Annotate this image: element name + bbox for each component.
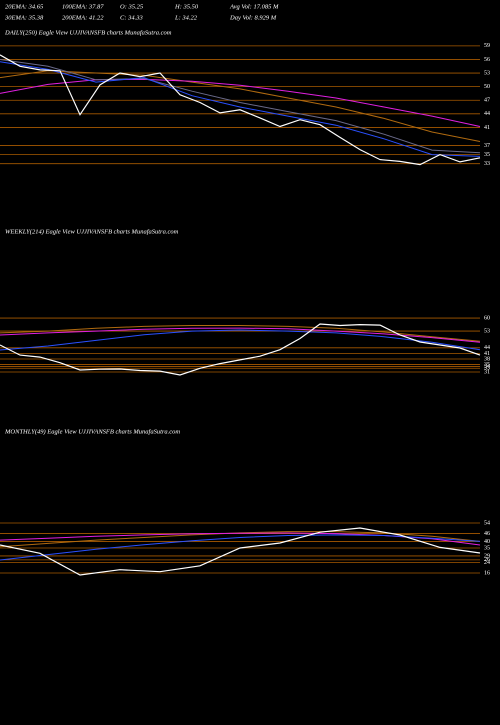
header-stat: H: 35.50 bbox=[174, 3, 199, 10]
panel-title: DAILY(250) Eagle View UJJIVANSFB charts … bbox=[4, 29, 172, 36]
y-tick-label: 26 bbox=[484, 557, 490, 563]
y-tick-label: 33 bbox=[484, 161, 490, 167]
y-tick-label: 29 bbox=[484, 553, 490, 559]
series-line bbox=[0, 78, 481, 127]
header-stat: L: 34.22 bbox=[174, 14, 198, 21]
y-tick-label: 54 bbox=[484, 520, 490, 526]
y-tick-label: 41 bbox=[484, 351, 490, 357]
panel-title: WEEKLY(214) Eagle View UJJIVANSFB charts… bbox=[5, 228, 179, 235]
y-tick-label: 37 bbox=[484, 143, 490, 149]
header-stat: Day Vol: 8.929 M bbox=[229, 14, 277, 21]
y-tick-label: 31 bbox=[484, 369, 490, 375]
series-line bbox=[0, 59, 481, 154]
y-tick-label: 53 bbox=[484, 328, 490, 334]
y-tick-label: 40 bbox=[484, 539, 490, 545]
header-stat: C: 34.33 bbox=[120, 14, 144, 21]
header-stat: 100EMA: 37.87 bbox=[62, 3, 104, 10]
y-tick-label: 35 bbox=[484, 362, 490, 368]
header-stat: 200EMA: 41.22 bbox=[62, 14, 104, 21]
header-stat: Avg Vol: 17.085 M bbox=[229, 3, 279, 10]
y-tick-label: 35 bbox=[484, 545, 490, 551]
series-line bbox=[0, 70, 481, 142]
series-line bbox=[0, 325, 481, 342]
header-stat: 20EMA: 34.65 bbox=[5, 3, 44, 10]
header-stat: 30EMA: 35.38 bbox=[4, 14, 44, 21]
series-line bbox=[0, 54, 481, 166]
y-tick-label: 53 bbox=[484, 70, 490, 76]
y-tick-label: 38 bbox=[484, 356, 490, 362]
y-tick-label: 44 bbox=[484, 345, 490, 351]
y-tick-label: 46 bbox=[484, 531, 490, 537]
y-tick-label: 35 bbox=[484, 152, 490, 158]
y-tick-label: 34 bbox=[484, 364, 490, 370]
series-line bbox=[0, 323, 481, 376]
y-tick-label: 33 bbox=[484, 366, 490, 372]
series-line bbox=[0, 534, 481, 561]
series-line bbox=[0, 61, 481, 157]
series-line bbox=[0, 329, 481, 351]
panel-title: MONTHLY(49) Eagle View UJJIVANSFB charts… bbox=[4, 428, 180, 435]
y-tick-label: 59 bbox=[484, 43, 490, 49]
y-tick-label: 56 bbox=[484, 57, 490, 63]
y-tick-label: 44 bbox=[484, 111, 490, 117]
y-tick-label: 50 bbox=[484, 84, 490, 90]
y-tick-label: 16 bbox=[484, 570, 490, 576]
y-tick-label: 41 bbox=[484, 125, 490, 131]
y-tick-label: 60 bbox=[484, 315, 490, 321]
y-tick-label: 24 bbox=[484, 560, 490, 566]
header-stat: O: 35.25 bbox=[120, 3, 144, 10]
series-line bbox=[0, 527, 481, 576]
y-tick-label: 47 bbox=[484, 98, 490, 104]
